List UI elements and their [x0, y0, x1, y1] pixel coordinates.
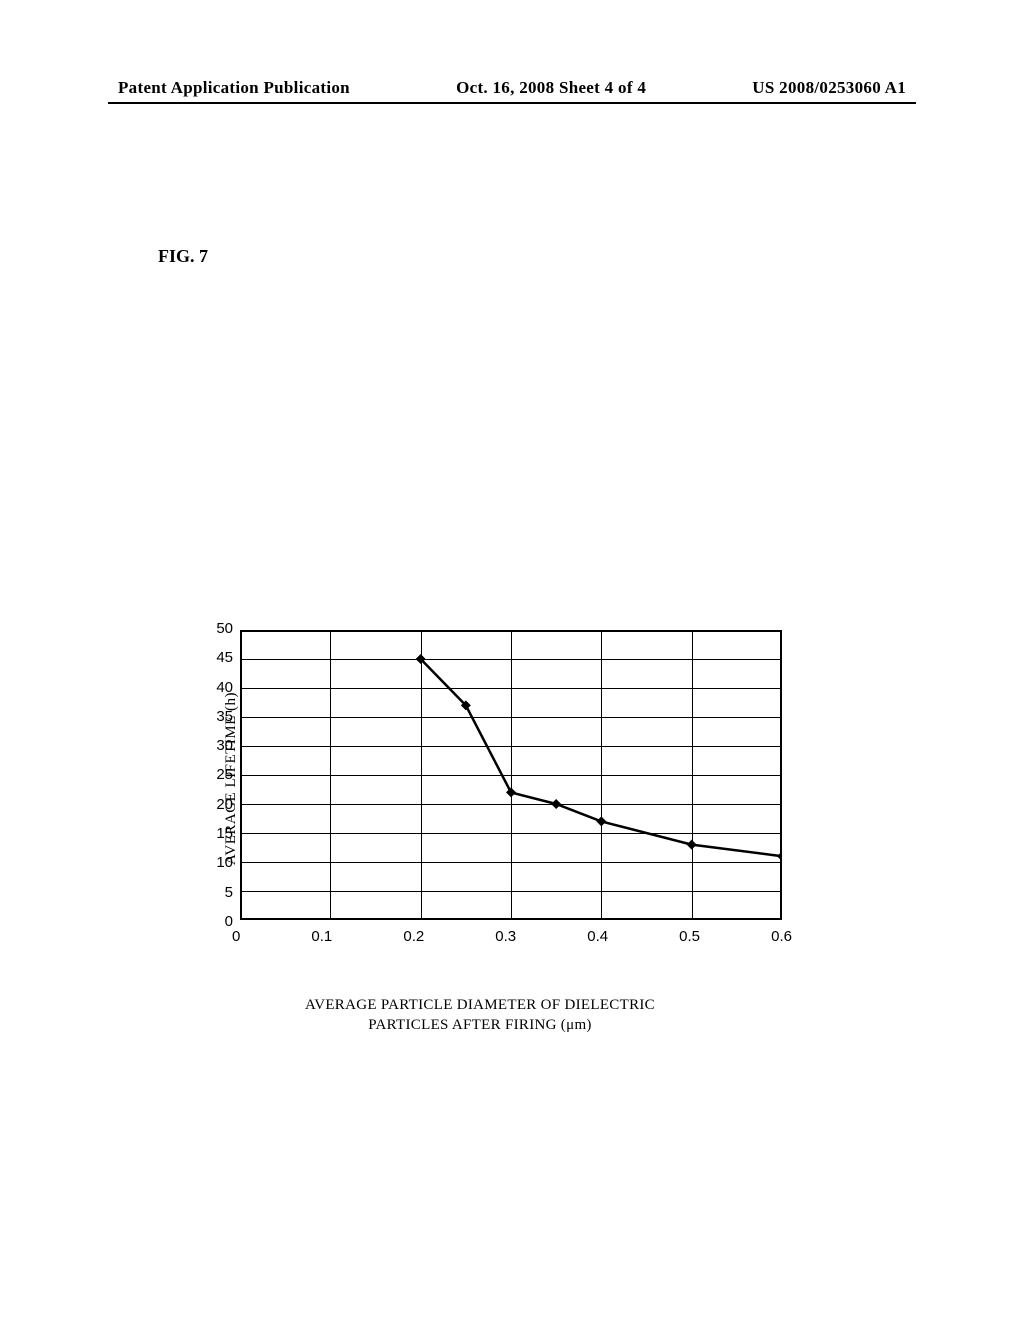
- header-date-sheet: Oct. 16, 2008 Sheet 4 of 4: [456, 78, 646, 98]
- y-tick-label: 20: [205, 796, 233, 813]
- y-axis-labels: 50 45 40 35 30 25 20 15 10 5 0: [205, 620, 233, 930]
- y-tick-label: 30: [205, 737, 233, 754]
- y-tick-label: 40: [205, 679, 233, 696]
- y-tick-label: 35: [205, 708, 233, 725]
- y-tick-label: 45: [205, 649, 233, 666]
- x-tick-label: 0: [232, 928, 240, 945]
- data-line: [421, 659, 782, 856]
- x-tick-label: 0.3: [495, 928, 516, 945]
- x-axis-title: AVERAGE PARTICLE DIAMETER OF DIELECTRIC …: [305, 996, 655, 1035]
- chart-svg: [240, 630, 782, 920]
- data-marker: [777, 851, 782, 861]
- y-tick-label: 50: [205, 620, 233, 637]
- header-divider: [108, 102, 916, 104]
- x-axis-title-line2: PARTICLES AFTER FIRING (μm): [368, 1017, 591, 1033]
- chart-area: 50 45 40 35 30 25 20 15 10 5 0 0 0.1 0.2…: [240, 630, 782, 920]
- header-patent-number: US 2008/0253060 A1: [752, 78, 906, 98]
- y-tick-label: 0: [205, 913, 233, 930]
- x-tick-label: 0.5: [679, 928, 700, 945]
- data-marker: [551, 799, 561, 809]
- data-markers: [416, 654, 782, 861]
- y-tick-label: 10: [205, 854, 233, 871]
- data-marker: [506, 787, 516, 797]
- y-tick-label: 15: [205, 825, 233, 842]
- x-tick-label: 0.1: [311, 928, 332, 945]
- y-tick-label: 25: [205, 766, 233, 783]
- data-marker: [596, 816, 606, 826]
- data-marker: [687, 840, 697, 850]
- x-tick-label: 0.2: [403, 928, 424, 945]
- figure-label: FIG. 7: [158, 246, 208, 267]
- y-tick-label: 5: [205, 884, 233, 901]
- x-axis-title-line1: AVERAGE PARTICLE DIAMETER OF DIELECTRIC: [305, 997, 655, 1013]
- header-publication: Patent Application Publication: [118, 78, 350, 98]
- x-tick-label: 0.6: [771, 928, 792, 945]
- x-axis-labels: 0 0.1 0.2 0.3 0.4 0.5 0.6: [232, 928, 792, 945]
- page-header: Patent Application Publication Oct. 16, …: [0, 78, 1024, 98]
- x-tick-label: 0.4: [587, 928, 608, 945]
